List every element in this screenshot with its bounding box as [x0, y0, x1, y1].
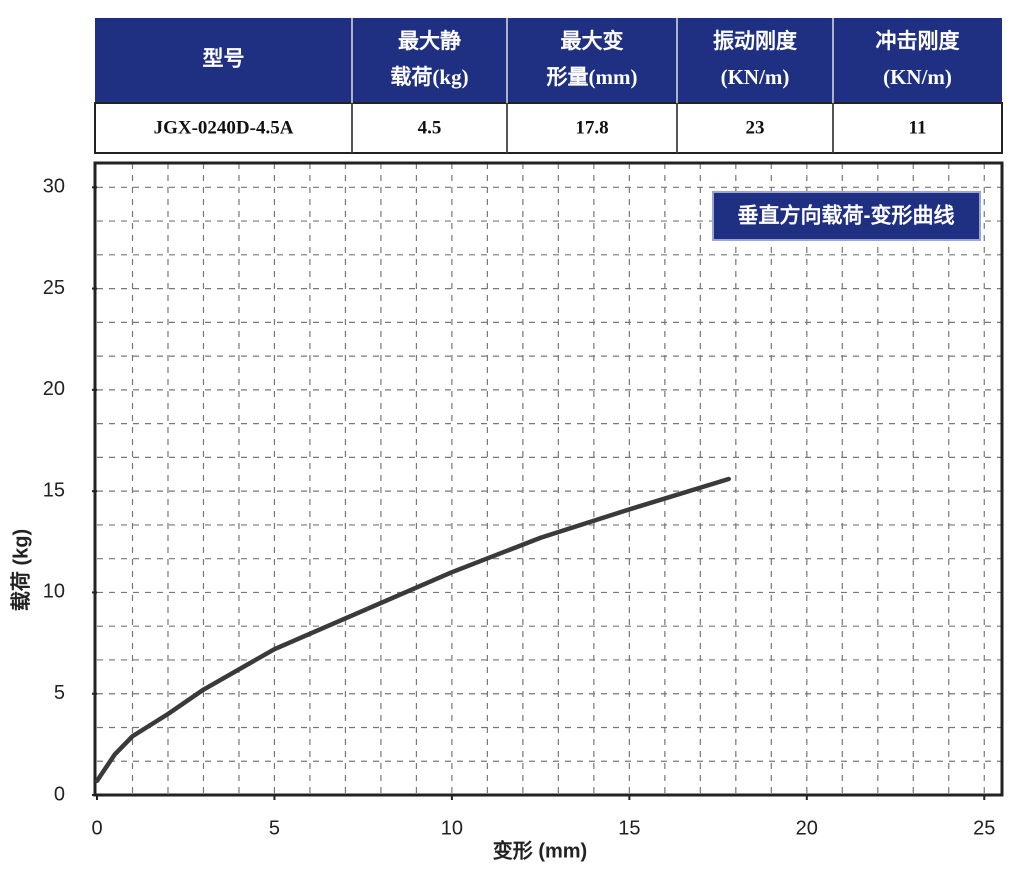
table-row-bg [94, 102, 1003, 154]
y-tick-label: 20 [43, 378, 65, 400]
header-cell: 载荷(kg) [390, 65, 468, 89]
table-cell: 23 [746, 117, 765, 138]
legend-box [712, 191, 981, 241]
header-cell: 振动刚度 [713, 29, 797, 53]
y-tick-label: 15 [43, 479, 65, 501]
x-tick-label: 20 [796, 817, 818, 839]
header-cell: (KN/m) [883, 65, 952, 89]
header-cell: 形量(mm) [547, 65, 638, 89]
y-tick-label: 5 [54, 682, 65, 704]
header-cell: 型号 [203, 46, 245, 70]
table-cell: 11 [909, 117, 927, 138]
x-tick-label: 0 [91, 817, 102, 839]
x-axis-label: 变形 (mm) [493, 838, 587, 862]
data-line [94, 476, 731, 784]
x-tick-label: 5 [269, 817, 280, 839]
y-tick-label: 25 [43, 277, 65, 299]
header-cell: 冲击刚度 [876, 29, 960, 53]
table-cell: 4.5 [418, 117, 442, 138]
table-cell: 17.8 [575, 117, 608, 138]
y-tick-label: 30 [43, 176, 65, 198]
y-axis-label: 载荷 (kg) [8, 529, 32, 611]
chart-title: 垂直方向载荷-变形曲线 [738, 204, 955, 228]
header-cell: 最大变 [561, 29, 624, 53]
plot-frame [93, 161, 1004, 797]
y-tick-label: 10 [43, 581, 65, 603]
x-tick-label: 25 [973, 817, 995, 839]
header-cell: 最大静 [398, 29, 461, 53]
table-cell: JGX-0240D-4.5A [154, 117, 294, 138]
x-tick-label: 15 [618, 817, 640, 839]
header-cell: (KN/m) [721, 65, 790, 89]
x-tick-label: 10 [441, 817, 463, 839]
y-tick-label: 0 [54, 783, 65, 805]
table-header-bg [95, 18, 1002, 103]
